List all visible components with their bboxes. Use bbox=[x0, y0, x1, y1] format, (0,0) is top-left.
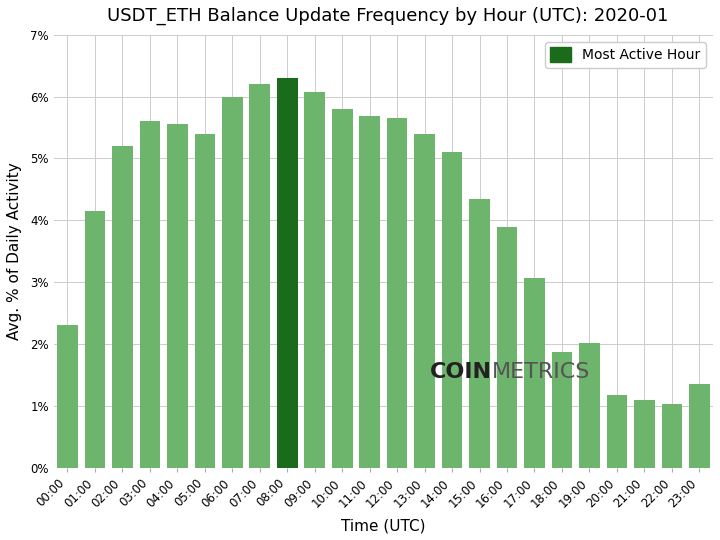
Bar bbox=[552, 352, 572, 468]
Bar bbox=[689, 384, 710, 468]
Bar bbox=[662, 404, 682, 468]
Bar bbox=[414, 134, 435, 468]
Bar bbox=[497, 226, 518, 468]
Bar bbox=[359, 117, 380, 468]
Bar bbox=[442, 152, 462, 468]
Bar bbox=[579, 343, 600, 468]
Bar bbox=[277, 78, 297, 468]
Bar bbox=[607, 395, 627, 468]
Bar bbox=[387, 118, 408, 468]
Text: USDT_ETH Balance Update Frequency by Hour (UTC): 2020-01: USDT_ETH Balance Update Frequency by Hou… bbox=[107, 7, 668, 25]
Bar bbox=[524, 278, 545, 468]
Legend: Most Active Hour: Most Active Hour bbox=[545, 42, 706, 68]
Text: METRICS: METRICS bbox=[492, 362, 590, 382]
Bar bbox=[140, 122, 161, 468]
Bar bbox=[469, 199, 490, 468]
Bar bbox=[332, 109, 353, 468]
Bar bbox=[167, 125, 188, 468]
Bar bbox=[85, 211, 105, 468]
Bar bbox=[634, 400, 654, 468]
Bar bbox=[305, 92, 325, 468]
X-axis label: Time (UTC): Time (UTC) bbox=[341, 518, 426, 533]
Text: COIN: COIN bbox=[430, 362, 492, 382]
Bar bbox=[194, 134, 215, 468]
Bar bbox=[57, 326, 78, 468]
Bar bbox=[250, 84, 270, 468]
Bar bbox=[222, 97, 243, 468]
Y-axis label: Avg. % of Daily Activity: Avg. % of Daily Activity bbox=[7, 163, 22, 340]
Bar bbox=[112, 146, 132, 468]
